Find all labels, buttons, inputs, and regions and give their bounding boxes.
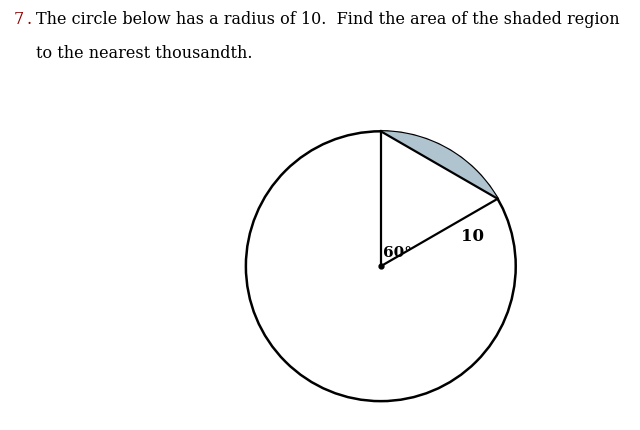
Text: 10: 10 [461, 228, 484, 245]
Text: 7: 7 [14, 11, 24, 28]
Text: 60°: 60° [383, 246, 413, 260]
Polygon shape [381, 132, 498, 199]
Text: to the nearest thousandth.: to the nearest thousandth. [36, 45, 253, 62]
Text: The circle below has a radius of 10.  Find the area of the shaded region: The circle below has a radius of 10. Fin… [36, 11, 620, 28]
Text: .: . [27, 11, 32, 28]
